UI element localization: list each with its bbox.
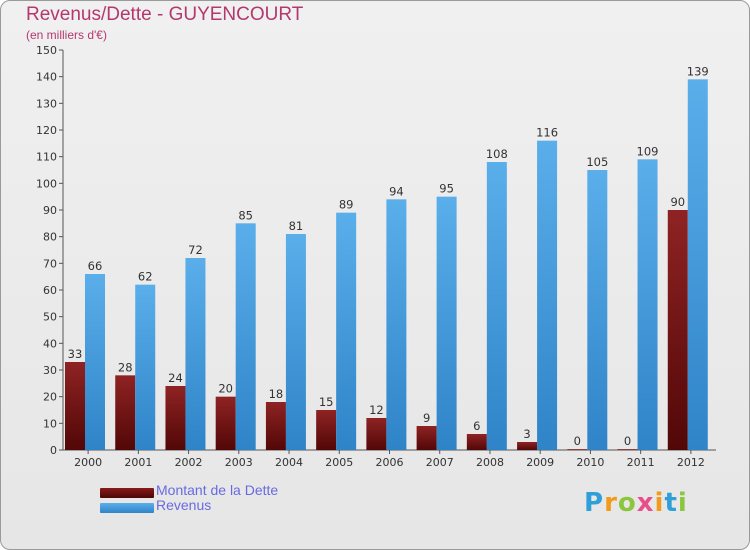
data-label-dette: 0 (624, 434, 631, 448)
logo-letter: x (636, 488, 655, 518)
x-tick-label: 2009 (526, 456, 554, 469)
bar-revenus (537, 140, 558, 450)
x-tick-label: 2005 (325, 456, 353, 469)
bar-revenus (587, 170, 608, 450)
data-label-dette: 90 (670, 195, 685, 209)
data-label-dette: 18 (269, 387, 284, 401)
legend-swatch-dette (100, 488, 154, 498)
bar-dette (466, 434, 487, 450)
y-tick-label: 110 (36, 151, 57, 164)
chart-title: Revenus/Dette - GUYENCOURT (26, 4, 304, 25)
data-label-revenus: 116 (536, 126, 558, 140)
x-tick-label: 2006 (376, 456, 404, 469)
data-label-revenus: 66 (88, 259, 103, 273)
bar-revenus (135, 284, 156, 450)
bar-revenus (486, 162, 507, 450)
data-label-revenus: 72 (188, 243, 203, 257)
bar-revenus (386, 199, 407, 450)
bar-dette (115, 375, 136, 450)
logo-letter: r (604, 488, 618, 518)
bar-dette (215, 396, 236, 450)
x-tick-label: 2000 (74, 456, 102, 469)
legend-label-revenus: Revenus (156, 497, 212, 513)
data-label-dette: 20 (218, 382, 233, 396)
y-tick-label: 0 (50, 444, 57, 457)
x-tick-label: 2012 (677, 456, 705, 469)
bar-revenus (336, 212, 357, 450)
bar-revenus (85, 274, 105, 450)
data-label-dette: 3 (523, 427, 530, 441)
data-label-revenus: 95 (439, 182, 454, 196)
y-tick-label: 100 (36, 177, 57, 190)
y-tick-label: 40 (43, 337, 57, 350)
y-tick-label: 10 (43, 417, 57, 430)
logo-letter: P (584, 488, 605, 518)
y-tick-label: 90 (43, 204, 57, 217)
logo-letter: t (664, 488, 678, 518)
y-tick-label: 80 (43, 231, 57, 244)
logo-letter: o (617, 488, 637, 518)
y-tick-label: 50 (43, 311, 57, 324)
bar-dette (316, 410, 337, 450)
logo-letter: i (654, 488, 665, 518)
bar-dette (517, 442, 538, 450)
data-label-dette: 6 (473, 419, 480, 433)
legend-label-dette: Montant de la Dette (156, 482, 279, 498)
data-label-revenus: 109 (637, 144, 659, 158)
bar-dette (667, 210, 688, 450)
bar-revenus (285, 234, 306, 450)
data-label-revenus: 85 (238, 208, 253, 222)
x-tick-label: 2007 (426, 456, 454, 469)
y-tick-label: 130 (36, 97, 57, 110)
bar-dette (265, 402, 286, 450)
data-label-dette: 15 (319, 395, 334, 409)
x-tick-label: 2004 (275, 456, 303, 469)
x-tick-label: 2003 (225, 456, 253, 469)
data-label-revenus: 108 (486, 147, 508, 161)
bar-revenus (185, 258, 206, 450)
x-tick-label: 2010 (576, 456, 604, 469)
data-label-dette: 9 (423, 411, 430, 425)
data-label-revenus: 89 (339, 198, 354, 212)
bar-dette (165, 386, 186, 450)
x-tick-label: 2001 (124, 456, 152, 469)
data-label-revenus: 62 (138, 270, 153, 284)
data-label-revenus: 81 (289, 219, 304, 233)
x-tick-label: 2008 (476, 456, 504, 469)
y-tick-label: 150 (36, 44, 57, 57)
data-label-dette: 33 (68, 347, 83, 361)
data-label-dette: 24 (168, 371, 183, 385)
y-tick-label: 70 (43, 257, 57, 270)
data-label-dette: 12 (369, 403, 384, 417)
y-tick-label: 60 (43, 284, 57, 297)
bar-dette (567, 449, 588, 450)
x-tick-label: 2011 (627, 456, 655, 469)
bar-dette (416, 426, 437, 450)
logo-letter: i (677, 488, 688, 518)
data-label-dette: 28 (118, 360, 133, 374)
data-label-revenus: 94 (389, 184, 404, 198)
bar-dette (617, 449, 638, 450)
bar-revenus (687, 79, 708, 450)
chart-subtitle: (en milliers d'€) (26, 28, 107, 42)
x-tick-label: 2002 (175, 456, 203, 469)
data-label-revenus: 105 (586, 155, 608, 169)
data-label-dette: 0 (574, 434, 581, 448)
data-label-revenus: 139 (687, 64, 709, 78)
y-tick-label: 30 (43, 364, 57, 377)
proxiti-logo: Proxiti (584, 488, 688, 518)
y-tick-label: 20 (43, 391, 57, 404)
bar-revenus (637, 159, 658, 451)
legend-swatch-revenus (100, 503, 154, 513)
bar-dette (65, 362, 85, 450)
bar-revenus (436, 196, 457, 450)
y-tick-label: 120 (36, 124, 57, 137)
bar-dette (366, 418, 387, 450)
bar-revenus (235, 223, 256, 450)
y-tick-label: 140 (36, 71, 57, 84)
